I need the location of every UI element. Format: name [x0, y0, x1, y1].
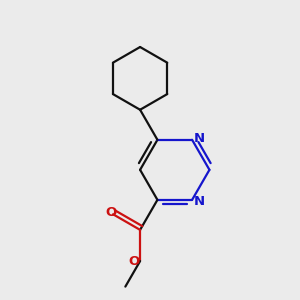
Text: N: N — [194, 195, 205, 208]
Text: O: O — [106, 206, 117, 219]
Text: O: O — [128, 255, 140, 268]
Text: N: N — [194, 132, 205, 145]
